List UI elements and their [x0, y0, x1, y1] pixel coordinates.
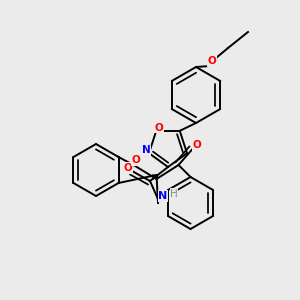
- Text: N: N: [158, 191, 168, 201]
- Text: O: O: [131, 155, 140, 165]
- Text: N: N: [142, 145, 150, 155]
- Text: O: O: [124, 163, 132, 173]
- Text: O: O: [155, 123, 164, 133]
- Text: O: O: [208, 56, 216, 66]
- Text: O: O: [192, 140, 201, 150]
- Text: H: H: [170, 189, 178, 199]
